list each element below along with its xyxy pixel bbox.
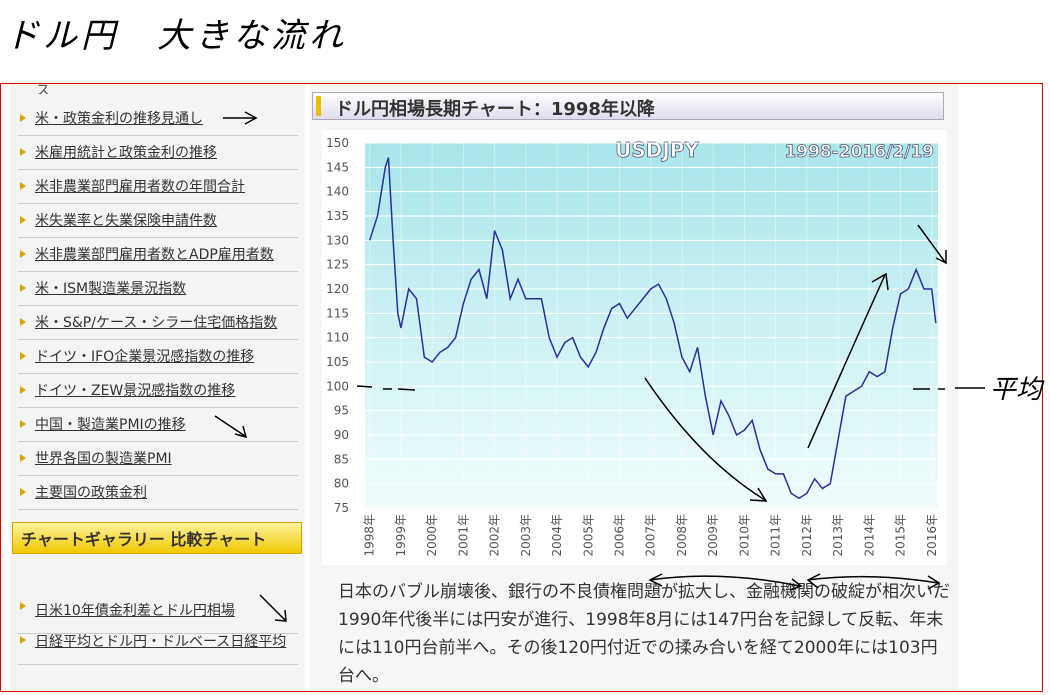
y-tick-label: 150	[326, 136, 349, 150]
sidebar-link[interactable]: 米失業率と失業保険申請件数	[18, 203, 298, 238]
sidebar-link[interactable]: 米・S&P/ケース・シラー住宅価格指数	[18, 305, 298, 340]
sidebar-link[interactable]: 日経平均とドル円・ドルベース日経平均	[18, 623, 298, 665]
x-tick-label: 2013年	[831, 514, 845, 557]
sidebar-link[interactable]: ドイツ・ZEW景況感指数の推移	[18, 373, 298, 408]
x-tick-label: 1999年	[394, 514, 408, 557]
sidebar-link[interactable]: 中国・製造業PMIの推移	[18, 407, 298, 442]
y-tick-label: 90	[334, 428, 349, 442]
x-tick-label: 2010年	[737, 514, 751, 557]
section-title: チャートギャラリー 比較チャート	[12, 522, 302, 554]
y-tick-label: 140	[326, 185, 349, 199]
x-tick-label: 2015年	[894, 514, 908, 557]
cut-item: ス	[36, 83, 50, 94]
x-tick-label: 2014年	[862, 514, 876, 557]
sidebar-link[interactable]: 主要国の政策金利	[18, 475, 298, 510]
y-tick-label: 130	[326, 233, 349, 247]
x-tick-label: 2003年	[519, 514, 533, 557]
y-tick-label: 85	[334, 452, 349, 466]
section-title-text: チャートギャラリー 比較チャート	[21, 530, 267, 549]
plot-bg	[365, 143, 938, 508]
paragraph: 日本のバブル崩壊後、銀行の不良債権問題が拡大し、金融機関の破綻が相次いだ1990…	[338, 582, 950, 686]
x-tick-label: 1998年	[363, 514, 377, 557]
x-tick-label: 2009年	[706, 514, 720, 557]
sidebar-link[interactable]: 世界各国の製造業PMI	[18, 441, 298, 476]
sidebar-link[interactable]: 日米10年債金利差とドル円相場	[18, 589, 298, 634]
x-tick-label: 2011年	[769, 514, 783, 557]
x-tick-label: 2002年	[488, 514, 502, 557]
x-tick-label: 2004年	[550, 514, 564, 557]
sidebar-link[interactable]: 米・ISM製造業景況指数	[18, 271, 298, 306]
y-tick-label: 105	[326, 355, 349, 369]
sidebar	[10, 84, 305, 690]
y-tick-label: 80	[334, 477, 349, 491]
sidebar-link[interactable]: ドイツ・IFO企業景況感指数の推移	[18, 339, 298, 374]
chart-subtitle: 1998-2016/2/19	[784, 142, 934, 162]
y-tick-label: 110	[326, 331, 349, 345]
sidebar-link[interactable]: 米非農業部門雇用者数の年間合計	[18, 169, 298, 204]
sidebar-link[interactable]: 米雇用統計と政策金利の推移	[18, 135, 298, 170]
y-tick-label: 125	[326, 258, 349, 272]
x-tick-label: 2006年	[612, 514, 626, 557]
y-tick-label: 95	[334, 404, 349, 418]
chart: USDJPY 1998-2016/2/19 75 80 85 90 95 100 105 11…	[322, 130, 947, 565]
y-tick-label: 115	[326, 306, 349, 320]
x-tick-label: 2000年	[425, 514, 439, 557]
y-tick-label: 120	[326, 282, 349, 296]
red-frame	[0, 83, 1043, 692]
heading-bar: ドル円相場長期チャート：1998年以降	[312, 92, 944, 120]
y-tick-label: 145	[326, 160, 349, 174]
chart-title: USDJPY	[615, 138, 699, 162]
x-tick-label: 2007年	[644, 514, 658, 557]
y-tick-label: 135	[326, 209, 349, 223]
handwritten-title: ドル円 大きな流れ	[5, 16, 347, 56]
sidebar-link[interactable]: 米・政策金利の推移見通し	[18, 101, 298, 136]
x-tick-label: 2008年	[675, 514, 689, 557]
x-tick-label: 2012年	[800, 514, 814, 557]
sidebar-link[interactable]: 米非農業部門雇用者数とADP雇用者数	[18, 237, 298, 272]
heading-marker	[316, 96, 321, 116]
heading: ドル円相場長期チャート：1998年以降	[335, 99, 655, 120]
x-tick-label: 2005年	[581, 514, 595, 557]
x-tick-label: 2001年	[456, 514, 470, 557]
x-tick-label: 2016年	[925, 514, 939, 557]
y-tick-label: 100	[326, 379, 349, 393]
y-tick-label: 75	[334, 501, 349, 515]
